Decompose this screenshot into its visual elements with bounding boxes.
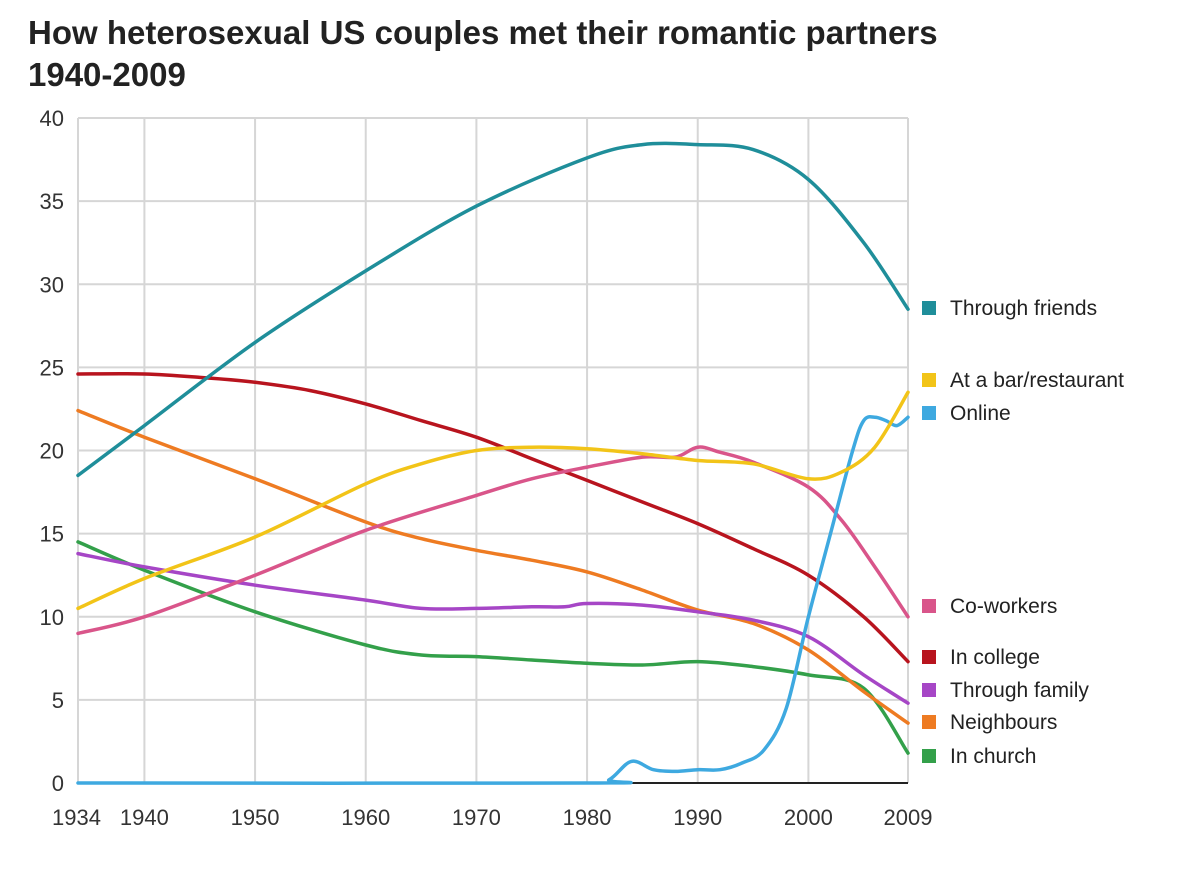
x-tick-label: 1940 bbox=[120, 805, 169, 830]
y-tick-label: 0 bbox=[52, 771, 64, 796]
x-tick-label: 2009 bbox=[884, 805, 933, 830]
legend-swatch-through-friends bbox=[922, 301, 936, 315]
legend-label-in-college: In college bbox=[950, 646, 1040, 669]
legend-label-through-friends: Through friends bbox=[950, 297, 1097, 320]
y-tick-label: 25 bbox=[40, 355, 64, 380]
legend-label-through-family: Through family bbox=[950, 679, 1089, 702]
legend-swatch-neighbours bbox=[922, 715, 936, 729]
legend-swatch-at-a-bar-restaurant bbox=[922, 373, 936, 387]
x-tick-label: 1950 bbox=[231, 805, 280, 830]
series-line-through-family bbox=[76, 551, 910, 705]
chart-title-line: How heterosexual US couples met their ro… bbox=[28, 14, 938, 51]
series-line-through-friends bbox=[76, 141, 910, 478]
y-tick-label: 5 bbox=[52, 688, 64, 713]
legend-label-in-church: In church bbox=[950, 745, 1036, 768]
x-tick-label: 1970 bbox=[452, 805, 501, 830]
x-tick-label: 1980 bbox=[563, 805, 612, 830]
series-lines bbox=[76, 141, 910, 786]
series-line-online bbox=[76, 415, 910, 786]
x-tick-label: 1990 bbox=[673, 805, 722, 830]
legend-label-neighbours: Neighbours bbox=[950, 711, 1057, 734]
y-tick-label: 40 bbox=[40, 106, 64, 131]
chart-title: How heterosexual US couples met their ro… bbox=[28, 12, 938, 96]
y-tick-label: 35 bbox=[40, 189, 64, 214]
legend-swatch-online bbox=[922, 406, 936, 420]
y-tick-label: 15 bbox=[40, 522, 64, 547]
legend-label-at-a-bar-restaurant: At a bar/restaurant bbox=[950, 369, 1124, 392]
x-tick-label: 1934 bbox=[52, 805, 101, 830]
chart-subtitle: 1940-2009 bbox=[28, 56, 186, 93]
series-line-at-a-bar-restaurant bbox=[76, 390, 910, 611]
y-tick-label: 30 bbox=[40, 272, 64, 297]
legend-swatch-in-college bbox=[922, 650, 936, 664]
series-line-in-college bbox=[76, 372, 910, 664]
x-tick-label: 2000 bbox=[784, 805, 833, 830]
legend-label-co-workers: Co-workers bbox=[950, 595, 1057, 618]
series-line-in-church bbox=[76, 540, 910, 755]
legend: Through friends At a bar/restaurant Online… bbox=[922, 297, 1124, 768]
legend-swatch-through-family bbox=[922, 683, 936, 697]
legend-label-online: Online bbox=[950, 402, 1011, 425]
series-line-co-workers bbox=[76, 445, 910, 636]
gridlines bbox=[77, 117, 909, 783]
x-tick-label: 1960 bbox=[341, 805, 390, 830]
axes: 0 5 10 15 20 25 30 35 40 1934 1940 1950 1960 1970 1980… bbox=[40, 106, 933, 830]
series-line-neighbours bbox=[76, 408, 910, 725]
y-tick-label: 10 bbox=[40, 605, 64, 630]
legend-swatch-in-church bbox=[922, 749, 936, 763]
legend-swatch-co-workers bbox=[922, 599, 936, 613]
y-tick-label: 20 bbox=[40, 439, 64, 464]
